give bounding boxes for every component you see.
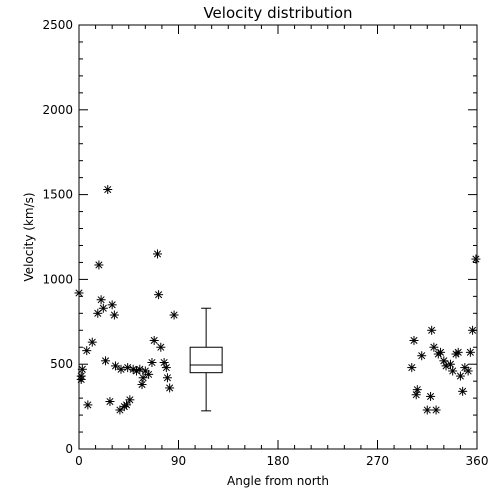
data-point xyxy=(94,260,104,270)
data-point xyxy=(147,358,157,368)
data-point xyxy=(149,335,159,345)
x-tick-label: 360 xyxy=(466,454,489,468)
data-point xyxy=(76,374,86,384)
box-iqr xyxy=(189,346,223,374)
data-point xyxy=(83,400,93,410)
y-axis-label: Velocity (km/s) xyxy=(22,192,36,281)
data-point xyxy=(458,386,468,396)
data-point xyxy=(82,346,92,356)
data-point xyxy=(161,363,171,373)
data-point xyxy=(426,391,436,401)
data-point xyxy=(407,363,417,373)
data-point xyxy=(103,185,113,195)
data-point xyxy=(122,400,132,410)
data-point xyxy=(471,254,481,264)
data-point xyxy=(110,361,120,371)
data-point xyxy=(138,373,148,383)
data-point xyxy=(465,347,475,357)
data-point xyxy=(431,405,441,415)
data-point xyxy=(105,397,115,407)
box-plot xyxy=(189,307,223,412)
y-tick-label: 500 xyxy=(50,357,73,371)
y-tick-label: 1000 xyxy=(42,272,73,286)
x-tick-label: 180 xyxy=(267,454,290,468)
data-point xyxy=(169,310,179,320)
x-tick-label: 90 xyxy=(171,454,186,468)
data-point xyxy=(411,390,421,400)
data-point xyxy=(455,371,465,381)
data-point xyxy=(429,342,439,352)
y-tick-label: 2000 xyxy=(42,103,73,117)
data-point xyxy=(468,325,478,335)
data-point xyxy=(154,290,164,300)
data-point xyxy=(445,359,455,369)
data-point xyxy=(156,342,166,352)
axis-tick-labels: 0 90 180 270 360 0 500 1000 1500 2000 2500 xyxy=(42,18,488,468)
data-point xyxy=(77,364,87,374)
data-point xyxy=(427,325,437,335)
data-point xyxy=(448,366,458,376)
data-point xyxy=(87,337,97,347)
data-point xyxy=(137,380,147,390)
data-point xyxy=(463,366,473,376)
data-points xyxy=(74,185,481,415)
data-point xyxy=(98,303,108,313)
chart-title: Velocity distribution xyxy=(203,4,352,22)
data-point xyxy=(165,383,175,393)
data-point xyxy=(422,405,432,415)
data-point xyxy=(96,295,106,305)
data-point xyxy=(74,288,84,298)
data-point xyxy=(115,405,125,415)
data-point xyxy=(409,335,419,345)
data-point xyxy=(152,249,162,259)
data-point xyxy=(107,300,117,310)
data-point xyxy=(109,310,119,320)
data-point xyxy=(453,347,463,357)
data-point xyxy=(162,373,172,383)
y-tick-label: 1500 xyxy=(42,188,73,202)
x-tick-label: 0 xyxy=(75,454,83,468)
data-point xyxy=(412,385,422,395)
y-tick-label: 2500 xyxy=(42,18,73,32)
data-point xyxy=(116,364,126,374)
data-point xyxy=(417,351,427,361)
x-axis-label: Angle from north xyxy=(227,474,329,488)
data-point xyxy=(125,395,135,405)
data-point xyxy=(436,347,446,357)
x-tick-label: 270 xyxy=(366,454,389,468)
data-point xyxy=(101,356,111,366)
y-tick-label: 0 xyxy=(65,442,73,456)
data-point xyxy=(144,369,154,379)
